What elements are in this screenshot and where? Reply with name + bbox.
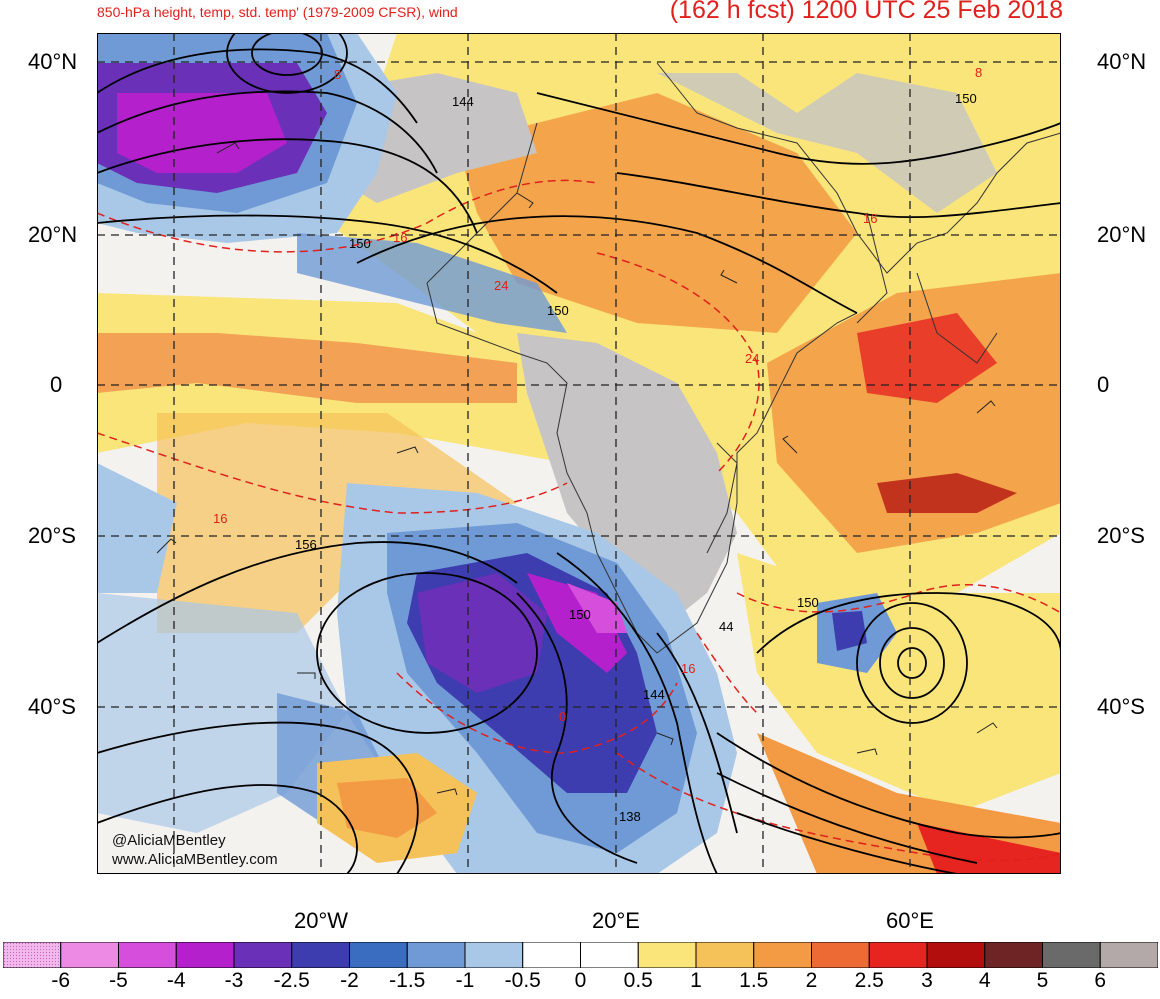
colorbar-tick-label: 2.5 — [854, 969, 884, 992]
colorbar-tick-label: -3 — [224, 969, 244, 992]
map-panel: 144 150 150 150 156 150 150 44 144 138 8… — [97, 33, 1061, 874]
colorbar-tick-label: 2 — [805, 969, 818, 992]
lat-label-right: 40°S — [1097, 694, 1145, 719]
temp-label: 16 — [393, 230, 407, 245]
colorbar-swatch — [118, 942, 177, 968]
colorbar-tick-label: 4 — [978, 969, 991, 992]
height-label: 150 — [569, 607, 591, 622]
colorbar-tick-label: 0 — [574, 969, 587, 992]
colorbar-tick-label: -0.5 — [504, 969, 541, 992]
height-label: 156 — [295, 537, 317, 552]
height-label: 44 — [719, 619, 733, 634]
anomaly-shading — [97, 33, 1061, 874]
colorbar-swatch — [406, 942, 466, 968]
colorbar-swatch — [60, 942, 119, 968]
height-label: 144 — [643, 687, 665, 702]
temp-label: 8 — [334, 67, 341, 82]
colorbar-swatch — [926, 942, 986, 968]
forecast-valid-time: (162 h fcst) 1200 UTC 25 Feb 2018 — [669, 0, 1063, 24]
colorbar-swatch — [1042, 942, 1101, 968]
colorbar-swatch — [464, 942, 524, 968]
temp-label: 24 — [745, 351, 759, 366]
colorbar-tick-label: 5 — [1036, 969, 1049, 992]
height-label: 150 — [349, 236, 371, 251]
colorbar-swatch — [580, 942, 639, 968]
coastlines — [426, 62, 1061, 654]
wind-barbs — [156, 142, 998, 796]
colorbar-tick-label: -2.5 — [273, 969, 310, 992]
colorbar-swatch — [3, 942, 62, 968]
credit-handle: @AliciaMBentley — [112, 832, 226, 849]
height-label: 144 — [452, 94, 474, 109]
colorbar-tick-label: 0.5 — [623, 969, 653, 992]
colorbar-swatch — [868, 942, 928, 968]
lat-label-left: 0 — [50, 372, 63, 397]
temp-label: 16 — [681, 661, 695, 676]
pressure-centers — [226, 33, 968, 734]
colorbar-swatch — [291, 942, 350, 968]
graticule — [97, 33, 1061, 874]
colorbar-swatch — [753, 942, 812, 968]
colorbar-swatch — [233, 942, 293, 968]
lat-label-left: 20°S — [28, 523, 76, 548]
height-contour-labels: 144 150 150 150 156 150 150 44 144 138 — [295, 91, 977, 824]
colorbar-swatch — [637, 942, 697, 968]
colorbar-swatch — [1099, 942, 1158, 968]
height-label: 150 — [797, 595, 819, 610]
colorbar-tick-label: -6 — [51, 969, 71, 992]
lat-label-right: 0 — [1097, 372, 1110, 397]
colorbar — [3, 942, 1158, 968]
colorbar-tick-label: -1.5 — [389, 969, 426, 992]
lat-label-right: 40°N — [1097, 49, 1147, 74]
lon-label: 60°E — [886, 908, 934, 933]
height-label: 138 — [619, 809, 641, 824]
colorbar-swatch — [695, 942, 755, 968]
colorbar-tick-label: 6 — [1094, 969, 1107, 992]
temp-contour-labels: 8 16 24 16 8 24 16 0 16 — [213, 65, 982, 724]
temp-label: 16 — [863, 211, 877, 226]
temp-label: 16 — [213, 511, 227, 526]
colorbar-tick-label: -2 — [340, 969, 359, 992]
colorbar-tick-label: -4 — [166, 969, 186, 992]
temp-label: 8 — [975, 65, 982, 80]
credit-website: www.AliciaMBentley.com — [112, 851, 278, 868]
lat-label-left: 40°N — [28, 49, 78, 74]
colorbar-tick-label: 1.5 — [739, 969, 769, 992]
colorbar-tick-label: 1 — [690, 969, 702, 992]
lat-label-left: 40°S — [28, 694, 76, 719]
height-label: 150 — [547, 303, 569, 318]
height-label: 150 — [955, 91, 977, 106]
temperature-contours — [97, 179, 1061, 862]
height-contours — [97, 48, 1061, 874]
lon-label: 20°W — [293, 908, 349, 933]
lon-label: 20°E — [592, 908, 640, 933]
temp-label: 0 — [559, 709, 566, 724]
colorbar-tick-label: 3 — [921, 969, 933, 992]
colorbar-swatch — [522, 942, 581, 968]
colorbar-swatch — [175, 942, 235, 968]
colorbar-swatch — [349, 942, 408, 968]
colorbar-tick-label: -1 — [455, 969, 475, 992]
colorbar-swatch — [811, 942, 870, 968]
colorbar-tick-label: -5 — [109, 969, 128, 992]
lat-label-right: 20°S — [1097, 523, 1145, 548]
lat-label-right: 20°N — [1097, 222, 1147, 247]
lat-label-left: 20°N — [28, 222, 78, 247]
temp-label: 24 — [494, 278, 508, 293]
colorbar-swatch — [984, 942, 1043, 968]
map-subtitle: 850-hPa height, temp, std. temp' (1979-2… — [97, 4, 458, 20]
